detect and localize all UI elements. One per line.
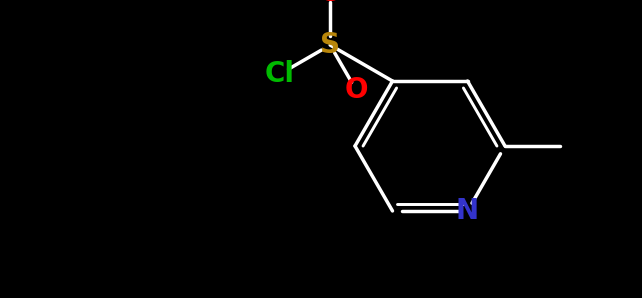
Text: Cl: Cl (265, 60, 295, 88)
Text: S: S (320, 31, 340, 59)
Text: O: O (318, 0, 342, 7)
Text: O: O (344, 76, 368, 104)
Text: N: N (456, 197, 479, 225)
